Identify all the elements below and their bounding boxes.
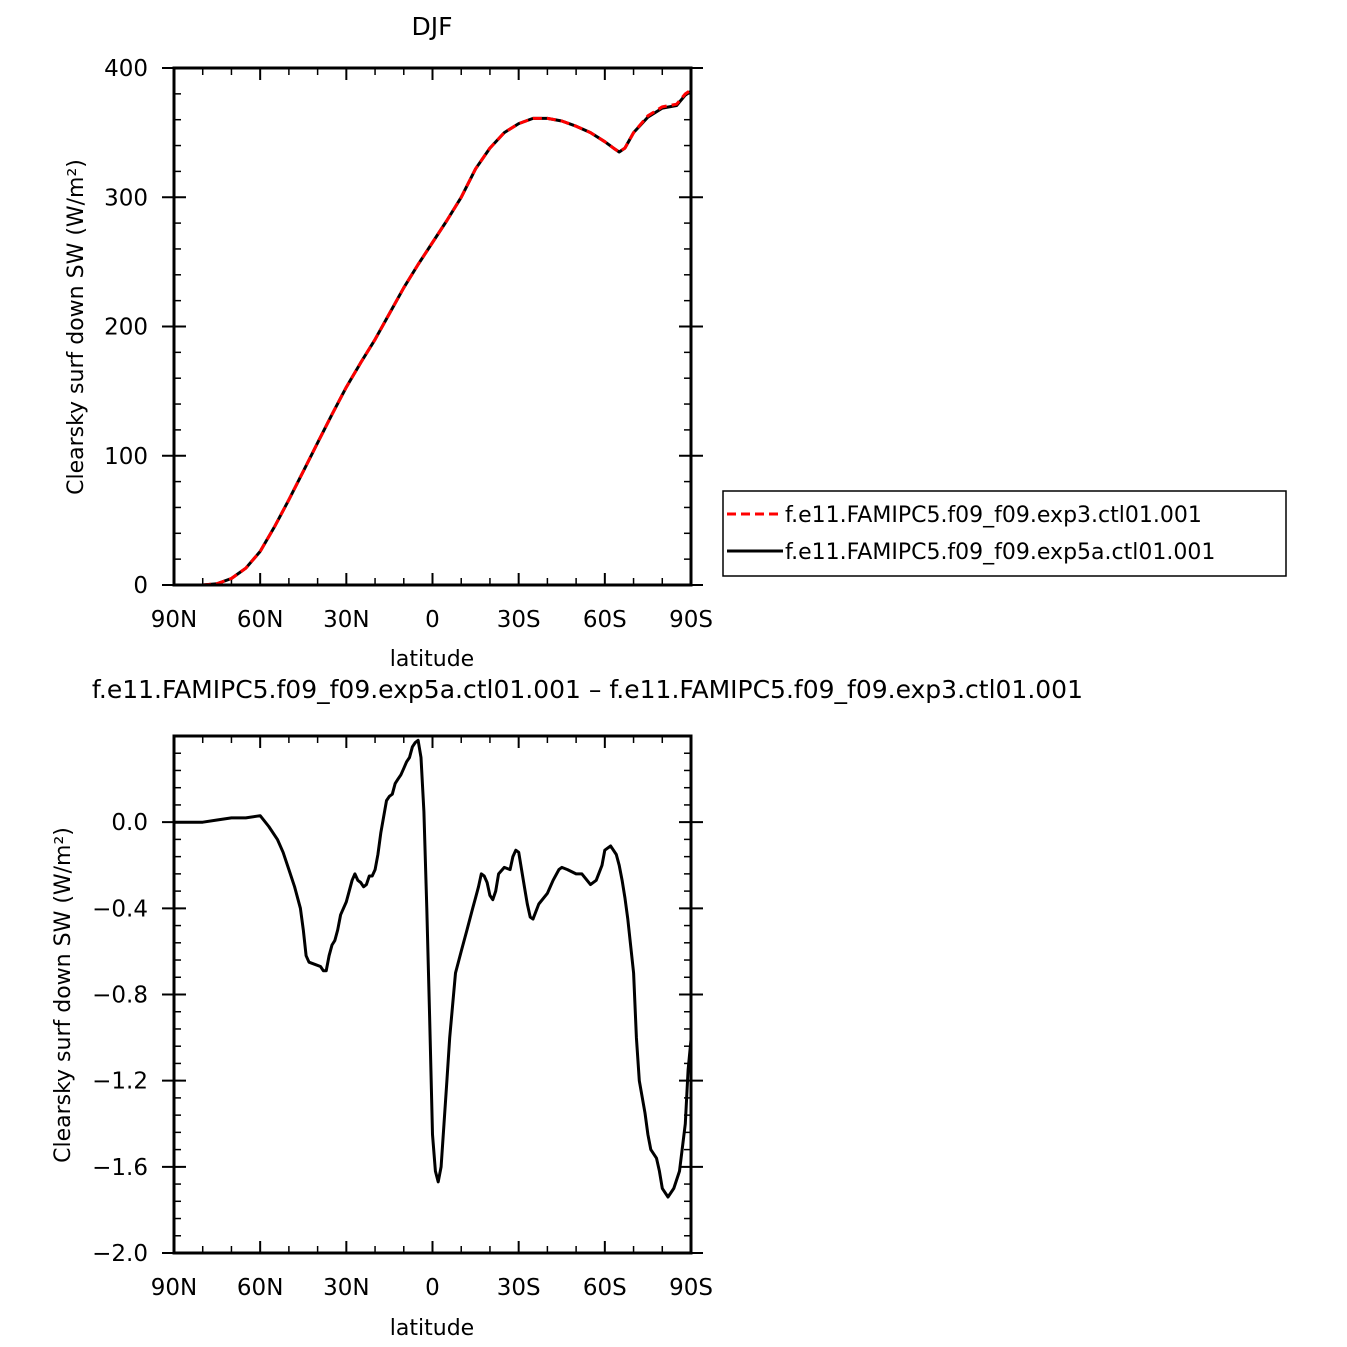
top-y-tick-label: 200 (104, 315, 148, 341)
bottom-series-lines (174, 738, 693, 1199)
bottom-y-tick-label: −2.0 (92, 1241, 148, 1267)
bottom-x-tick-label: 60N (237, 1275, 283, 1301)
bottom-series-line-0 (174, 738, 693, 1199)
top-y-tick-label: 300 (104, 185, 148, 211)
top-x-tick-label: 0 (425, 607, 440, 633)
bottom-x-tick-label: 30N (323, 1275, 369, 1301)
bottom-x-tick-labels: 90N 60N 30N 0 30S 60S 90S (151, 1275, 713, 1301)
bottom-x-tick-label: 90N (151, 1275, 197, 1301)
top-y-tick-label: 400 (104, 56, 148, 82)
top-series-line-0 (174, 88, 692, 587)
bottom-y-tick-label: −0.4 (92, 896, 148, 922)
legend-label-exp5a: f.e11.FAMIPC5.f09_f09.exp5a.ctl01.001 (785, 540, 1215, 565)
bottom-y-tick-label: −1.6 (92, 1155, 148, 1181)
top-series-lines (174, 88, 692, 587)
top-x-axis-title: latitude (390, 647, 474, 672)
bottom-y-tick-labels: 0.0 −0.4 −0.8 −1.2 −1.6 −2.0 (92, 810, 148, 1267)
legend: f.e11.FAMIPC5.f09_f09.exp3.ctl01.001 f.e… (722, 490, 1287, 577)
top-x-tick-labels: 90N 60N 30N 0 30S 60S 90S (151, 607, 713, 633)
top-y-tick-labels: 0 100 200 300 400 (104, 56, 148, 599)
bottom-y-tick-label: −1.2 (92, 1069, 148, 1095)
bottom-chart-title: f.e11.FAMIPC5.f09_f09.exp5a.ctl01.001 – … (92, 675, 1083, 704)
top-chart-title: DJF (411, 12, 452, 41)
top-x-tick-label: 60N (237, 607, 283, 633)
top-panel: DJF 90N 60N 30N 0 30S 60S 90S 0 100 200 300 400 la… (64, 12, 713, 672)
top-series-line-1 (174, 90, 692, 587)
top-y-tick-label: 0 (133, 573, 148, 599)
bottom-y-tick-label: 0.0 (111, 810, 148, 836)
top-axis-ticks (162, 67, 703, 586)
bottom-axis-ticks (162, 735, 703, 1254)
bottom-plot-frame (172, 734, 693, 1255)
top-x-tick-label: 30N (323, 607, 369, 633)
bottom-x-tick-label: 30S (497, 1275, 541, 1301)
top-x-tick-label: 30S (497, 607, 541, 633)
bottom-panel: f.e11.FAMIPC5.f09_f09.exp5a.ctl01.001 – … (51, 675, 1083, 1341)
legend-label-exp3: f.e11.FAMIPC5.f09_f09.exp3.ctl01.001 (785, 503, 1202, 528)
bottom-x-tick-label: 0 (425, 1275, 440, 1301)
bottom-x-tick-label: 60S (583, 1275, 627, 1301)
bottom-x-tick-label: 90S (669, 1275, 713, 1301)
top-y-axis-title: Clearsky surf down SW (W/m²) (64, 159, 89, 495)
top-y-tick-label: 100 (104, 444, 148, 470)
bottom-x-axis-title: latitude (390, 1316, 474, 1341)
top-x-tick-label: 60S (583, 607, 627, 633)
bottom-y-tick-label: −0.8 (92, 983, 148, 1009)
top-x-tick-label: 90S (669, 607, 713, 633)
top-plot-frame (172, 66, 693, 587)
top-x-tick-label: 90N (151, 607, 197, 633)
bottom-y-axis-title: Clearsky surf down SW (W/m²) (51, 827, 76, 1163)
legend-box (722, 490, 1287, 577)
